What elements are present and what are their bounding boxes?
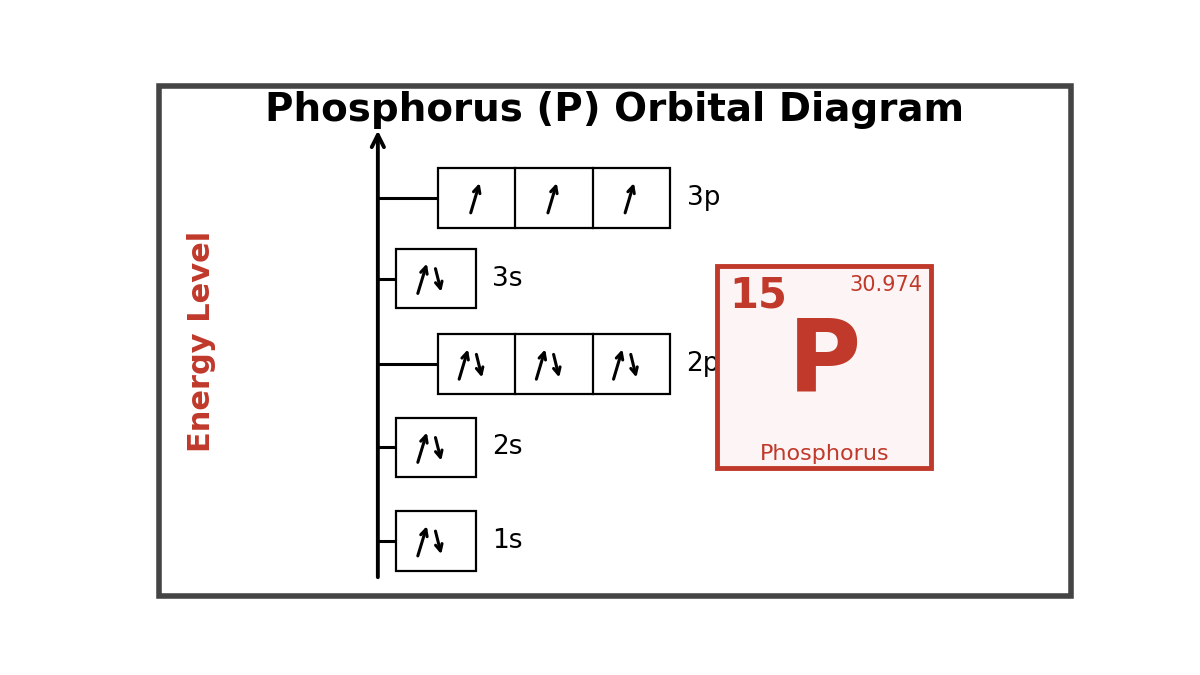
Text: 30.974: 30.974 [848,275,922,295]
Bar [718,265,931,468]
Text: 3p: 3p [686,185,720,211]
Bar [396,418,475,477]
Text: 1s: 1s [492,528,523,554]
Text: 15: 15 [730,275,787,317]
Text: 3s: 3s [492,265,523,292]
Text: 2p: 2p [686,351,720,377]
Bar [396,511,475,571]
Bar [438,168,670,228]
Text: 2s: 2s [492,435,523,460]
Text: Phosphorus: Phosphorus [760,443,889,464]
Text: P: P [787,315,860,411]
Bar [438,334,670,394]
Text: Phosphorus (P) Orbital Diagram: Phosphorus (P) Orbital Diagram [265,90,965,128]
Text: Energy Level: Energy Level [187,230,216,452]
Bar [396,248,475,308]
